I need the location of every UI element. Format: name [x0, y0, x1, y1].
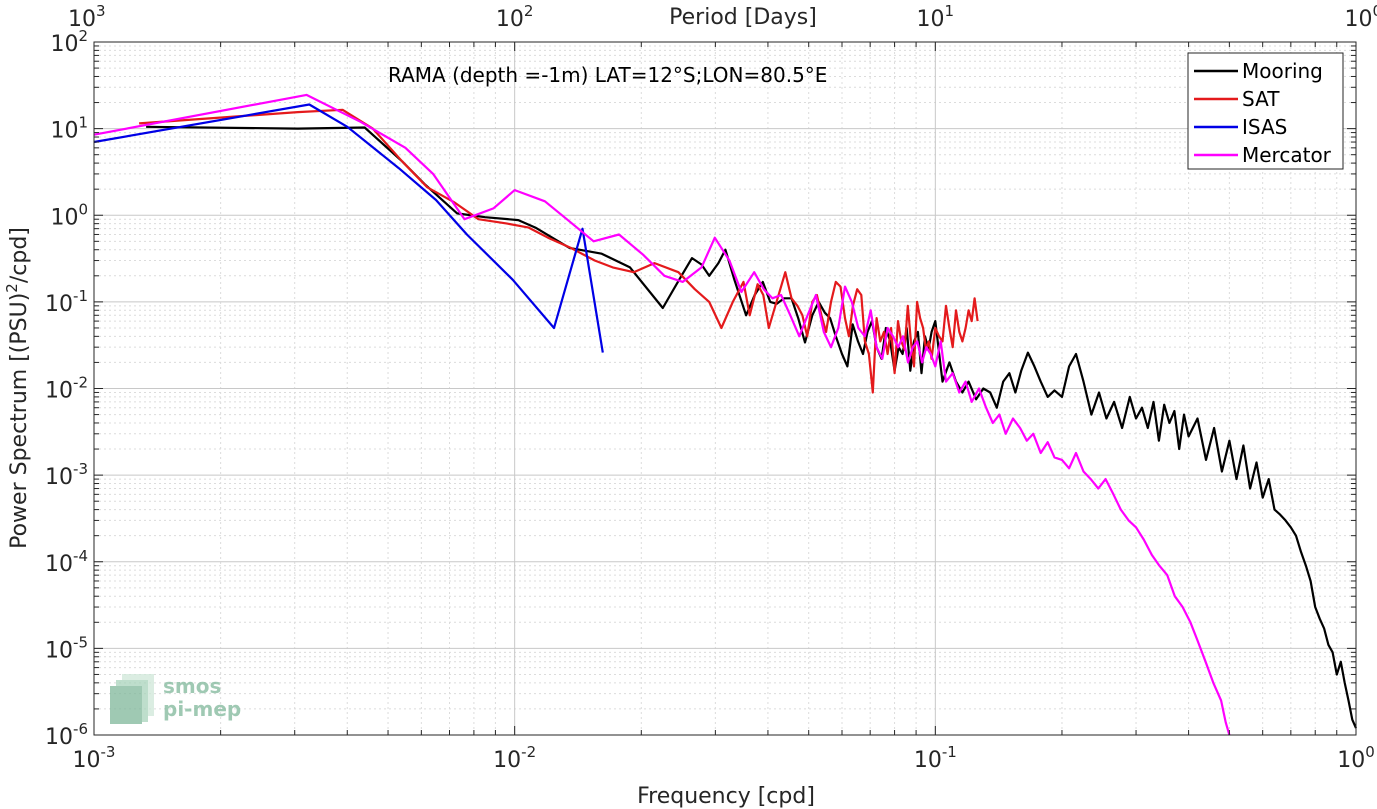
x-tick-label-base: 10 [914, 748, 942, 773]
top-tick-label: 100 [1344, 2, 1377, 32]
y-tick-label-exp: -3 [73, 460, 88, 478]
top-tick-label-exp: 3 [96, 2, 106, 20]
x-tick-label: 10-1 [914, 743, 957, 773]
y-axis-title: Power Spectrum [(PSU)2/cpd] [3, 227, 32, 549]
y-tick-label-base: 10 [50, 32, 78, 57]
y-tick-label: 101 [50, 114, 88, 144]
y-axis-title-sup: 2 [3, 283, 21, 293]
x-tick-labels: 10-3 10-2 10-1 100 [73, 743, 1375, 773]
x-tick-label-base: 10 [493, 748, 521, 773]
x-tick-label-base: 10 [1337, 748, 1365, 773]
x-tick-label: 10-2 [493, 743, 536, 773]
top-tick-label-exp: 2 [524, 2, 534, 20]
y-axis-title-main: Power Spectrum [(PSU) [7, 293, 32, 549]
y-tick-label-exp: -4 [73, 547, 88, 565]
top-tick-label-exp: 0 [1372, 2, 1377, 20]
legend-label-sat: SAT [1242, 87, 1280, 111]
legend-entries: Mooring SAT ISAS Mercator [1194, 59, 1332, 167]
chart-annotation: RAMA (depth =-1m) LAT=12°S;LON=80.5°E [388, 63, 827, 87]
series-line-mercator [93, 93, 1231, 736]
x-tick-label-exp: -2 [521, 743, 536, 761]
y-tick-label: 10-2 [45, 374, 88, 404]
logo-text-pi-mep: pi-mep [163, 697, 241, 721]
top-tick-label: 102 [496, 2, 534, 32]
y-tick-label-base: 10 [45, 638, 73, 663]
y-tick-label: 10-4 [45, 547, 88, 577]
x-tick-label: 10-3 [73, 743, 116, 773]
y-tick-label-base: 10 [45, 379, 73, 404]
series-line-isas [93, 103, 604, 353]
y-tick-label-base: 10 [50, 119, 78, 144]
y-tick-label: 102 [50, 27, 88, 57]
y-axis-title-tail: /cpd] [7, 227, 32, 283]
y-tick-label-exp: 1 [78, 114, 88, 132]
y-tick-label-exp: 0 [78, 200, 88, 218]
y-tick-label: 10-5 [45, 633, 88, 663]
top-tick-label-exp: 1 [945, 2, 955, 20]
top-tick-label-base: 10 [496, 7, 524, 32]
logo-layer-3 [110, 686, 142, 724]
top-tick-label: 103 [68, 2, 106, 32]
top-tick-labels: 103102101100 [68, 2, 1377, 32]
top-axis-title: Period [Days] [669, 5, 817, 30]
tick-marks [93, 41, 1357, 736]
top-tick-label-base: 10 [1344, 7, 1372, 32]
y-tick-label-base: 10 [45, 725, 73, 750]
top-tick-label-base: 10 [68, 7, 96, 32]
legend-label-isas: ISAS [1242, 115, 1287, 139]
y-tick-label-base: 10 [45, 465, 73, 490]
legend-label-mercator: Mercator [1242, 143, 1332, 167]
series-layer [93, 93, 1358, 736]
x-tick-label-exp: -1 [942, 743, 957, 761]
x-tick-label: 100 [1337, 743, 1375, 773]
y-tick-label-exp: -1 [73, 287, 88, 305]
y-tick-label-base: 10 [45, 552, 73, 577]
legend-label-mooring: Mooring [1242, 59, 1323, 83]
x-tick-label-exp: 0 [1365, 743, 1375, 761]
y-tick-label: 10-6 [45, 720, 88, 750]
y-tick-label-exp: -6 [73, 720, 88, 738]
top-tick-label-base: 10 [917, 7, 945, 32]
y-tick-label-exp: 2 [78, 27, 88, 45]
y-tick-label: 100 [50, 200, 88, 230]
y-tick-label-base: 10 [45, 292, 73, 317]
smos-pi-mep-logo: smos pi-mep [110, 674, 241, 724]
y-tick-label: 10-3 [45, 460, 88, 490]
top-tick-label: 101 [917, 2, 955, 32]
y-tick-label-exp: -5 [73, 633, 88, 651]
legend-box [1187, 52, 1344, 170]
x-tick-label-exp: -3 [101, 743, 116, 761]
y-tick-label-base: 10 [50, 205, 78, 230]
y-tick-label-exp: -2 [73, 374, 88, 392]
logo-text-smos: smos [163, 674, 221, 698]
legend: Mooring SAT ISAS Mercator [1187, 52, 1344, 170]
y-tick-label: 10-1 [45, 287, 88, 317]
x-tick-label-base: 10 [73, 748, 101, 773]
minor-grid [94, 42, 1356, 735]
x-axis-title: Frequency [cpd] [637, 784, 815, 809]
